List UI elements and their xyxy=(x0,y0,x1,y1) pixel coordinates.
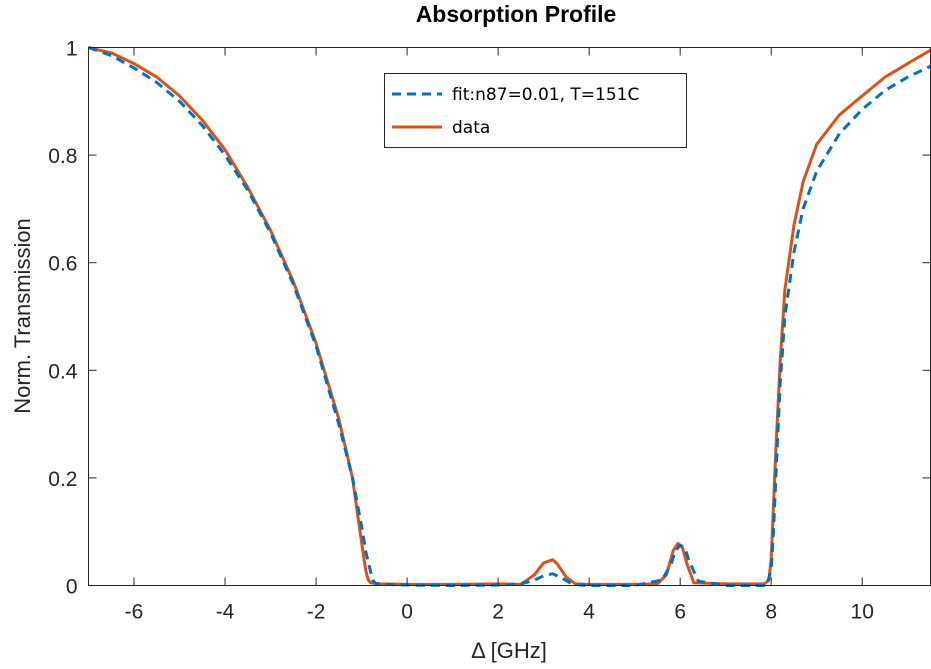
legend-label-data: data xyxy=(452,118,490,138)
chart-title: Absorption Profile xyxy=(416,1,617,27)
y-tick-label: 0.4 xyxy=(48,360,78,383)
y-tick-label: 1 xyxy=(66,38,78,61)
y-tick-label: 0.8 xyxy=(48,145,77,168)
y-axis-label: Norm. Transmission xyxy=(10,218,35,414)
x-axis-label: Δ [GHz] xyxy=(471,638,547,663)
x-tick-label: 2 xyxy=(492,601,504,624)
x-tick-label: 0 xyxy=(401,601,413,624)
x-tick-label: -6 xyxy=(125,601,144,624)
y-tick-label: 0.6 xyxy=(48,253,77,276)
x-tick-label: 4 xyxy=(583,601,595,624)
legend-label-fit: fit:n87=0.01, T=151C xyxy=(452,85,639,105)
x-tick-label: 8 xyxy=(765,601,777,624)
x-tick-label: 10 xyxy=(851,601,874,624)
x-tick-label: 6 xyxy=(674,601,686,624)
legend: fit:n87=0.01, T=151C data xyxy=(385,74,687,148)
y-tick-label: 0.2 xyxy=(48,468,77,491)
y-tick-label: 0 xyxy=(66,576,78,599)
x-tick-label: -4 xyxy=(216,601,235,624)
x-tick-label: -2 xyxy=(307,601,326,624)
